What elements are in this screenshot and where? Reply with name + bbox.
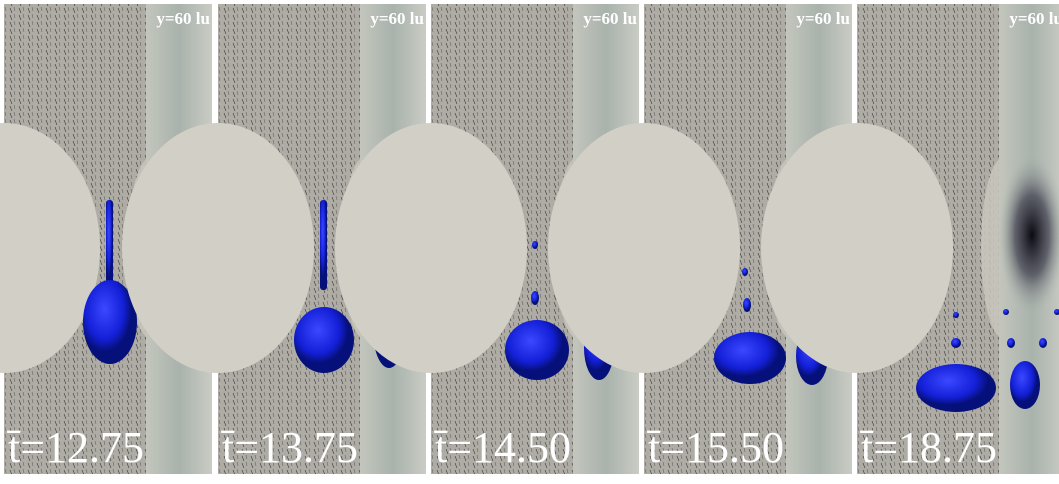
satellite-droplet bbox=[1007, 338, 1015, 348]
droplet bbox=[714, 332, 786, 384]
droplet-neck bbox=[320, 200, 327, 290]
obstacle bbox=[548, 123, 740, 373]
satellite-droplet bbox=[742, 268, 748, 276]
time-label: t̄=18.75 bbox=[860, 423, 997, 472]
obstacle bbox=[122, 123, 314, 373]
time-label: t̄=14.50 bbox=[434, 423, 571, 472]
droplet bbox=[916, 364, 996, 412]
satellite-droplet bbox=[953, 312, 959, 318]
position-label: y=60 lu bbox=[796, 9, 850, 28]
figure: y=60 lu t̄=12.75 y=60 lu t̄=13.75 y=60 lu t̄=… bbox=[0, 0, 1059, 484]
satellite-droplet bbox=[531, 291, 539, 305]
droplet-side bbox=[1010, 361, 1040, 409]
time-label: t̄=12.75 bbox=[7, 423, 144, 472]
obstacle bbox=[761, 123, 953, 373]
satellite-droplet bbox=[951, 338, 961, 348]
position-label: y=60 lu bbox=[156, 9, 210, 28]
satellite-droplet bbox=[1003, 309, 1009, 315]
satellite-droplet bbox=[743, 298, 751, 312]
droplet bbox=[294, 307, 354, 373]
obstacle bbox=[335, 123, 527, 373]
satellite-droplet bbox=[532, 241, 538, 249]
droplet-neck bbox=[106, 200, 113, 290]
droplet bbox=[505, 320, 569, 380]
satellite-droplet bbox=[1039, 338, 1047, 348]
time-label: t̄=13.75 bbox=[221, 423, 358, 472]
time-label: t̄=15.50 bbox=[647, 423, 784, 472]
position-label: y=60 lu bbox=[1009, 9, 1059, 28]
position-label: y=60 lu bbox=[583, 9, 637, 28]
position-label: y=60 lu bbox=[370, 9, 424, 28]
